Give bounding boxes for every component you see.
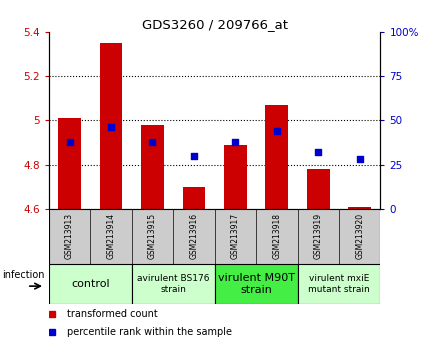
- Text: control: control: [71, 279, 110, 289]
- Text: GSM213917: GSM213917: [231, 213, 240, 259]
- Bar: [265, 105, 288, 209]
- Text: GSM213914: GSM213914: [107, 213, 116, 259]
- Point: [149, 139, 156, 144]
- Bar: [298, 264, 380, 304]
- Bar: [99, 43, 122, 209]
- Text: GSM213919: GSM213919: [314, 213, 323, 259]
- Point: [356, 156, 363, 162]
- Text: GSM213918: GSM213918: [272, 213, 281, 259]
- Point: [232, 139, 239, 144]
- Point: [273, 128, 280, 134]
- Title: GDS3260 / 209766_at: GDS3260 / 209766_at: [142, 18, 288, 31]
- Text: GSM213916: GSM213916: [190, 213, 198, 259]
- Bar: [49, 264, 132, 304]
- Bar: [307, 169, 330, 209]
- Point: [190, 153, 197, 159]
- Text: virulent M90T
strain: virulent M90T strain: [218, 273, 295, 295]
- Text: GSM213915: GSM213915: [148, 213, 157, 259]
- Text: virulent mxiE
mutant strain: virulent mxiE mutant strain: [308, 274, 370, 294]
- Text: transformed count: transformed count: [67, 309, 158, 319]
- Bar: [132, 264, 215, 304]
- Text: percentile rank within the sample: percentile rank within the sample: [67, 327, 232, 337]
- Point: [108, 125, 114, 130]
- Bar: [215, 264, 298, 304]
- Point: [315, 149, 322, 155]
- Bar: [182, 187, 205, 209]
- Bar: [58, 118, 81, 209]
- Text: GSM213920: GSM213920: [355, 213, 364, 259]
- Text: avirulent BS176
strain: avirulent BS176 strain: [137, 274, 210, 294]
- Text: infection: infection: [3, 270, 45, 280]
- Bar: [141, 125, 164, 209]
- Bar: [348, 207, 371, 209]
- Point: [66, 139, 73, 144]
- Text: GSM213913: GSM213913: [65, 213, 74, 259]
- Bar: [224, 145, 247, 209]
